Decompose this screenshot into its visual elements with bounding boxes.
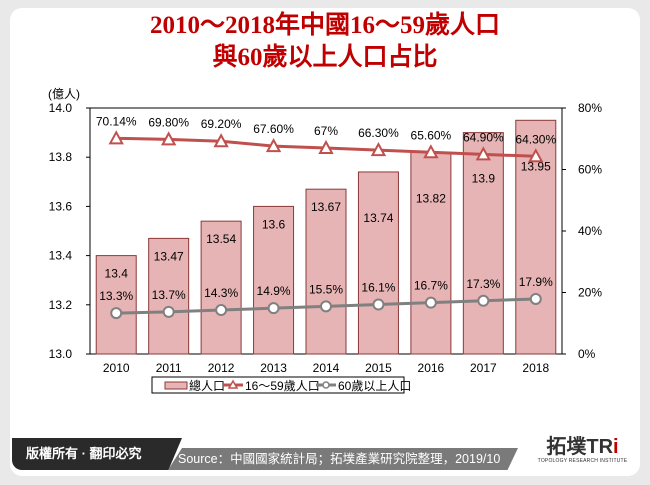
point-label: 14.3% [204, 286, 238, 300]
y-tick-label-left: 13.0 [49, 347, 73, 361]
point-label: 67.60% [253, 122, 294, 136]
title-line-2: 與60歲以上人口占比 [212, 44, 438, 71]
triangle-marker [423, 144, 439, 159]
bar-label: 13.67 [311, 200, 341, 214]
x-tick-label: 2017 [470, 361, 497, 375]
bar-2017 [462, 132, 504, 355]
title-line-1: 2010～2018年中國16～59歲人口 [149, 12, 500, 39]
bar-2011 [148, 237, 190, 355]
bar-label: 13.54 [206, 232, 236, 246]
bar-label: 13.6 [262, 217, 286, 231]
bar-label: 13.4 [105, 267, 129, 281]
circle-marker [477, 294, 490, 307]
legend-triangle-icon [227, 379, 239, 389]
copyright: 版權所有 · 翻印必究 [12, 438, 182, 470]
legend-swatch-bar [164, 381, 188, 390]
point-label: 64.90% [463, 130, 504, 144]
y-tick-label-right: 40% [578, 224, 602, 238]
circle-marker [320, 300, 332, 313]
x-tick-label: 2016 [418, 361, 445, 375]
logo: 拓墣TRi TOPOLOGY RESEARCH INSTITUTE [537, 436, 628, 464]
point-label: 17.9% [519, 275, 553, 289]
triangle-marker [370, 142, 387, 157]
point-label: 67% [314, 124, 338, 138]
triangle-marker [213, 133, 229, 148]
point-label: 64.30% [515, 132, 556, 146]
point-label: 69.20% [201, 117, 242, 131]
circle-marker [529, 292, 542, 305]
triangle-marker [318, 139, 334, 154]
point-label: 69.80% [148, 115, 189, 129]
point-label: 16.1% [361, 280, 395, 294]
source-note: Source：中國國家統計局；拓墣產業研究院整理，2019/10 [168, 448, 518, 470]
bar-label: 13.47 [154, 249, 184, 263]
y-tick-label-left: 13.6 [49, 199, 73, 213]
y-tick-label-left: 13.4 [49, 249, 73, 263]
x-tick-label: 2012 [208, 361, 235, 375]
y-tick-label-right: 60% [578, 163, 602, 177]
circle-marker [110, 307, 123, 320]
bar-2012 [200, 220, 242, 355]
legend-label: 16～59歲人口 [245, 379, 320, 393]
bar-label: 13.82 [416, 191, 446, 205]
legend-circle-icon [322, 381, 330, 389]
x-tick-label: 2011 [156, 361, 182, 375]
bar-label: 13.95 [521, 159, 551, 173]
triangle-marker [475, 146, 492, 161]
point-label: 13.3% [99, 289, 133, 303]
chart-title: 2010～2018年中國16～59歲人口 與60歲以上人口占比 [0, 10, 650, 74]
x-tick-label: 2018 [522, 361, 549, 375]
bar-2014 [305, 188, 347, 355]
x-tick-label: 2015 [365, 361, 392, 375]
y-tick-label-right: 20% [578, 286, 602, 300]
legend [151, 376, 405, 394]
bar-2016 [410, 151, 452, 355]
circle-marker [424, 296, 437, 309]
legend-label: 60歲以上人口 [338, 379, 411, 393]
circle-marker [162, 305, 175, 318]
x-tick-label: 2014 [313, 361, 340, 375]
point-label: 15.5% [309, 282, 343, 296]
x-tick-label: 2010 [103, 361, 130, 375]
bar-2015 [357, 171, 399, 355]
point-label: 70.14% [96, 114, 137, 128]
y-axis-label-left: (億人) [48, 87, 80, 101]
bar-2010 [95, 255, 137, 355]
bar-label: 13.74 [363, 211, 393, 225]
y-tick-label-left: 14.0 [49, 101, 73, 115]
triangle-marker [108, 130, 124, 145]
y-tick-label-right: 0% [578, 347, 596, 361]
bar-2018 [515, 119, 557, 355]
point-label: 13.7% [152, 288, 186, 302]
circle-marker [372, 298, 385, 311]
y-tick-label-right: 80% [578, 101, 602, 115]
y-tick-label-left: 13.8 [49, 150, 73, 164]
triangle-marker [265, 138, 282, 153]
point-label: 65.60% [411, 128, 452, 142]
circle-marker [267, 302, 280, 315]
triangle-marker [160, 131, 177, 146]
x-tick-label: 2013 [260, 361, 287, 375]
bar-2013 [253, 205, 295, 355]
bar-label: 13.9 [472, 172, 496, 186]
triangle-marker [528, 148, 544, 163]
y-tick-label-left: 13.2 [49, 298, 73, 312]
point-label: 66.30% [358, 126, 399, 140]
point-label: 17.3% [466, 277, 500, 291]
legend-label: 總人口 [189, 378, 225, 393]
circle-marker [215, 304, 228, 317]
point-label: 14.9% [257, 284, 291, 298]
point-label: 16.7% [414, 279, 448, 293]
